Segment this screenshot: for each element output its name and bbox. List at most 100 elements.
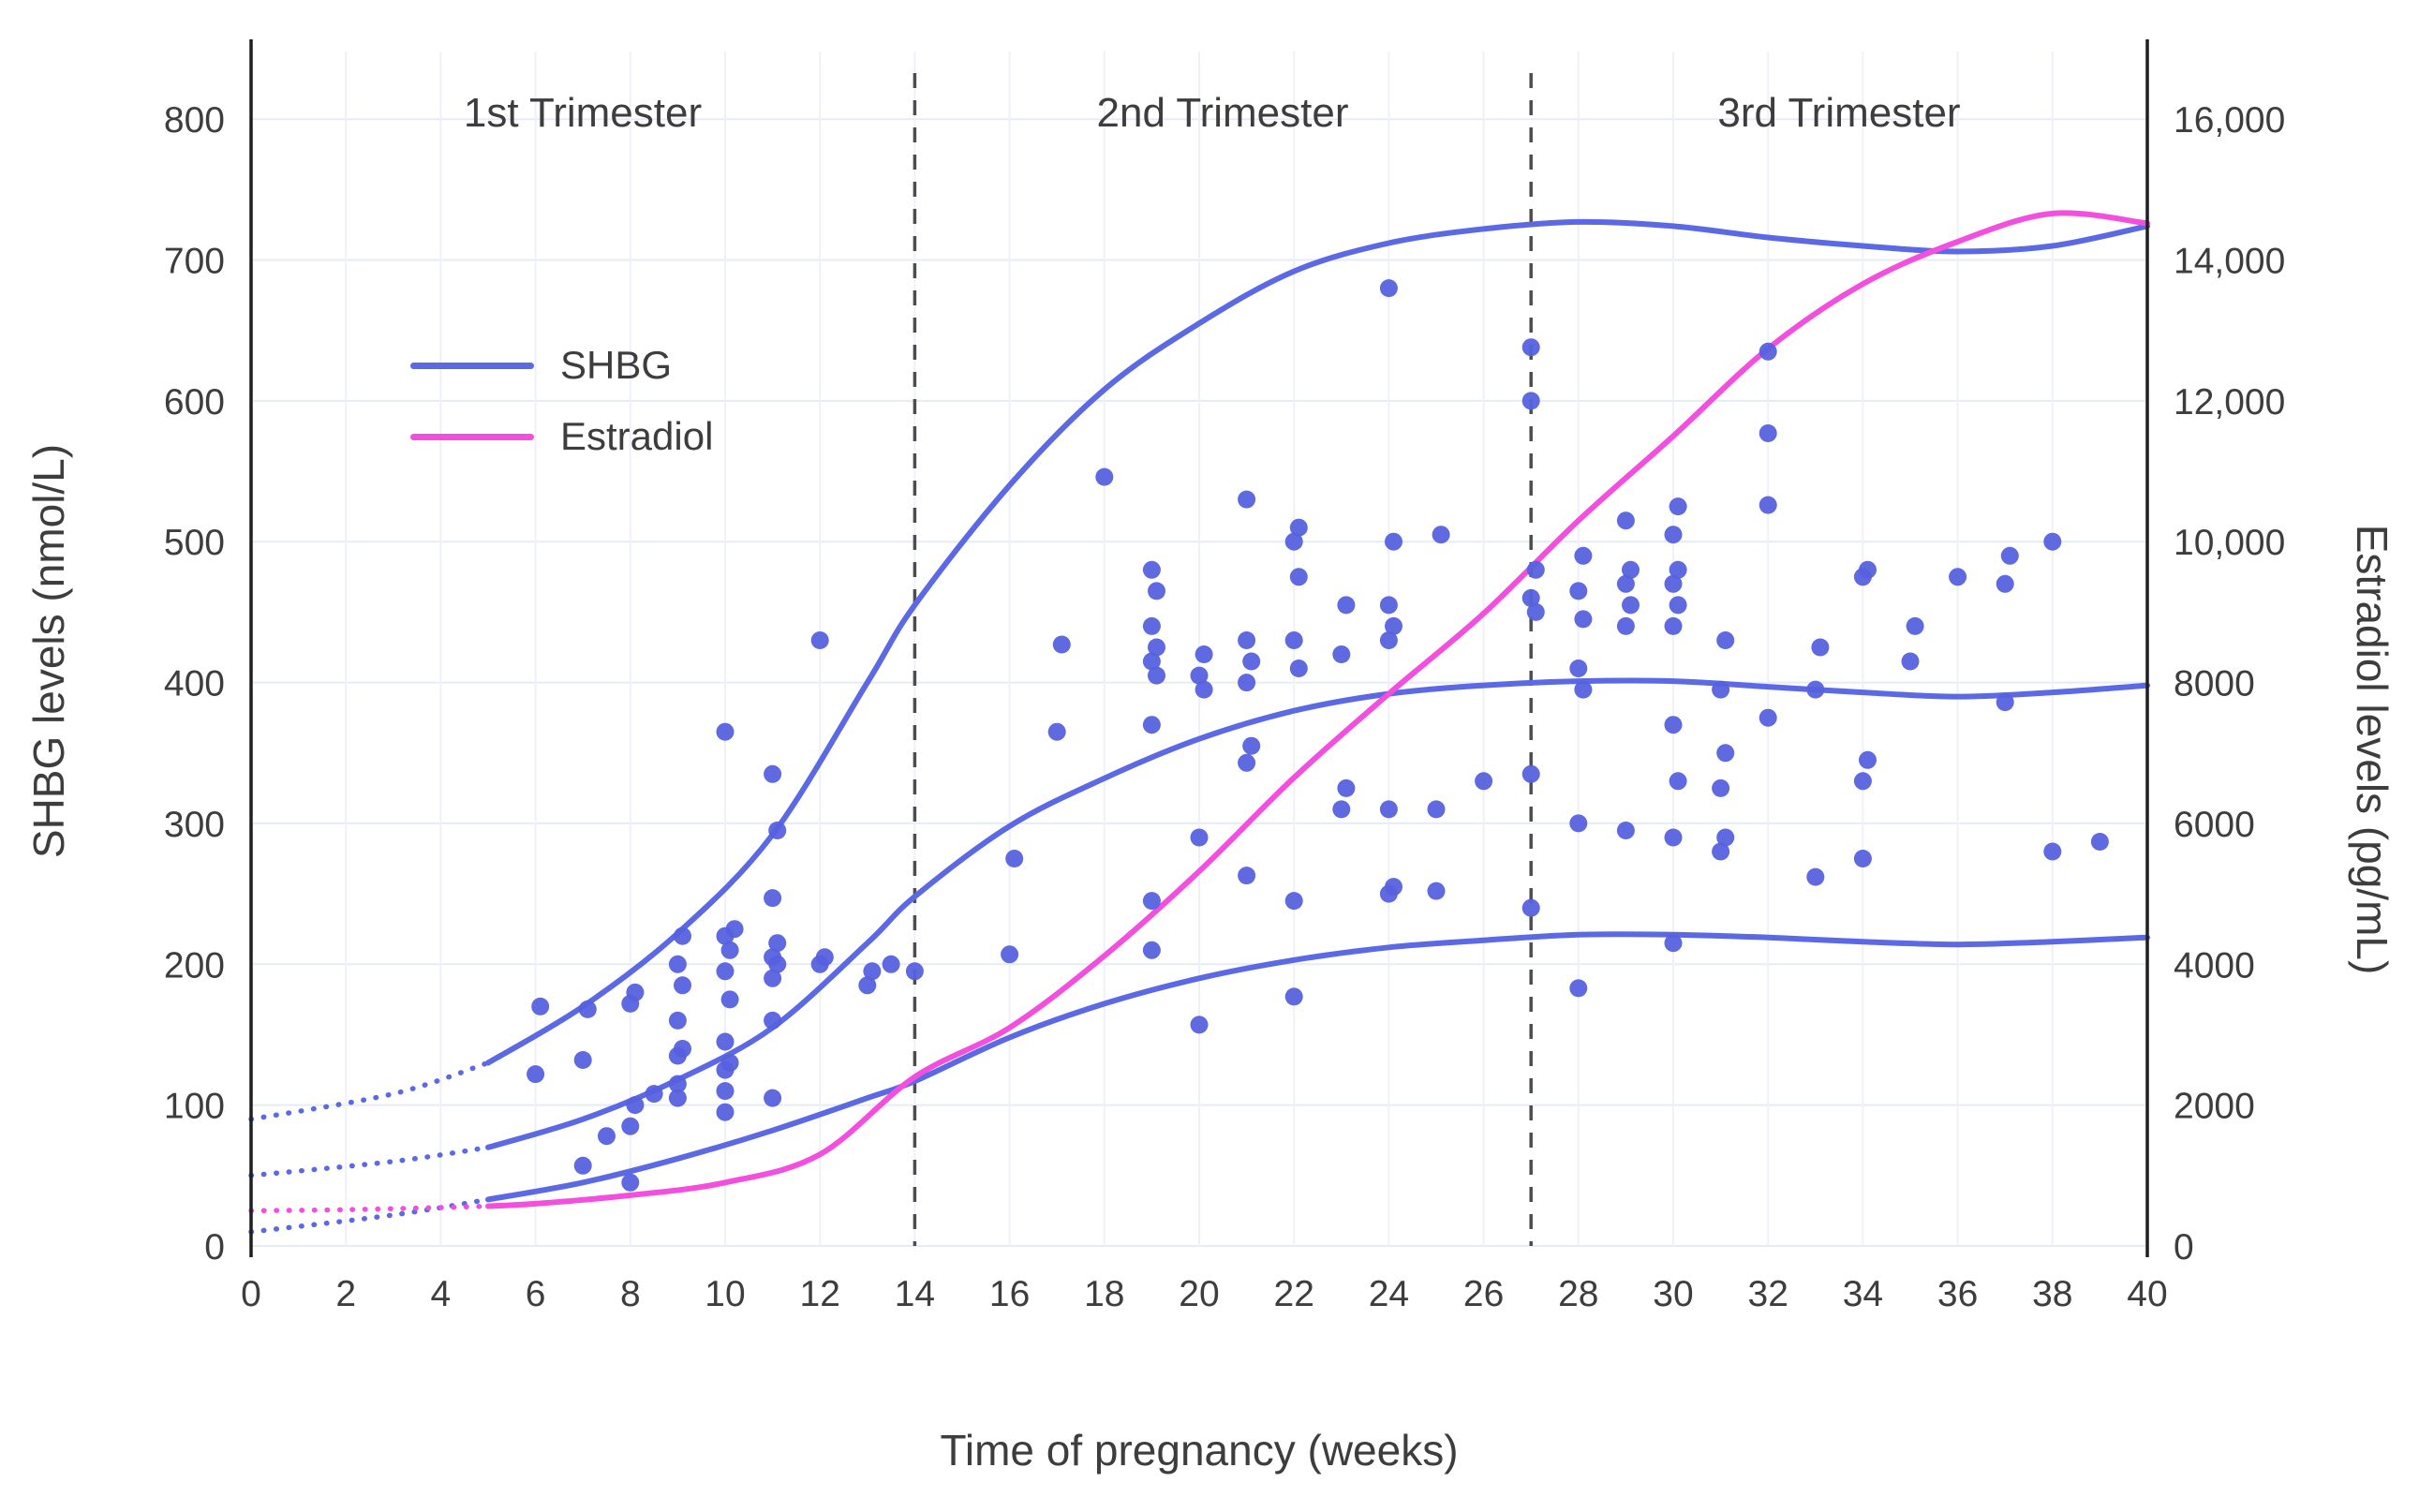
scatter-point bbox=[1669, 497, 1687, 516]
scatter-point bbox=[1616, 511, 1635, 530]
trimester-label-1: 1st Trimester bbox=[463, 90, 703, 136]
scatter-point bbox=[1385, 878, 1402, 897]
scatter-point bbox=[764, 764, 782, 783]
scatter-point bbox=[626, 983, 645, 1001]
scatter-point bbox=[1664, 934, 1683, 953]
scatter-point bbox=[720, 941, 739, 959]
scatter-point bbox=[2043, 532, 2062, 551]
scatter-point bbox=[1190, 666, 1209, 685]
x-tick-label: 32 bbox=[1748, 1274, 1788, 1314]
scatter-point bbox=[1669, 772, 1687, 791]
x-tick-label: 0 bbox=[241, 1274, 261, 1314]
scatter-point bbox=[1574, 680, 1593, 699]
shbg-median-reference-dotted-segment bbox=[248, 1145, 491, 1178]
scatter-point bbox=[1949, 568, 1967, 586]
scatter-point bbox=[1712, 778, 1730, 797]
trimester-label-3: 3rd Trimester bbox=[1717, 90, 1961, 136]
right-y-tick-label: 10,000 bbox=[2174, 523, 2285, 563]
scatter-point bbox=[1664, 526, 1683, 544]
scatter-point bbox=[1289, 568, 1308, 586]
scatter-point bbox=[1521, 588, 1540, 607]
shbg-upper-reference-dotted-segment bbox=[248, 1060, 491, 1122]
scatter-point bbox=[1284, 532, 1303, 551]
scatter-point bbox=[1238, 753, 1256, 772]
scatter-point bbox=[1521, 764, 1540, 783]
x-tick-label: 20 bbox=[1179, 1274, 1219, 1314]
scatter-point bbox=[1901, 652, 1920, 671]
x-tick-label: 24 bbox=[1369, 1274, 1409, 1314]
trimester-label-2: 2nd Trimester bbox=[1096, 90, 1349, 136]
scatter-point bbox=[1569, 660, 1588, 677]
estradiol-mean-dotted-segment bbox=[248, 1203, 491, 1214]
scatter-point bbox=[1190, 828, 1209, 847]
scatter-point bbox=[768, 934, 787, 953]
scatter-point bbox=[1379, 800, 1398, 819]
scatter-point bbox=[1574, 610, 1593, 629]
scatter-point bbox=[716, 1032, 735, 1051]
scatter-point bbox=[1475, 772, 1493, 791]
scatter-point bbox=[1142, 941, 1161, 959]
scatter-point bbox=[578, 1000, 597, 1018]
legend-label-shbg: SHBG bbox=[560, 343, 673, 387]
scatter-point bbox=[531, 997, 550, 1015]
x-tick-label: 30 bbox=[1653, 1274, 1693, 1314]
scatter-point bbox=[1569, 979, 1588, 998]
scatter-point bbox=[1521, 898, 1540, 917]
scatter-point bbox=[1284, 892, 1303, 911]
shbg-median-reference-curve bbox=[485, 677, 2150, 1150]
scatter-point bbox=[1238, 631, 1256, 649]
scatter-point bbox=[882, 955, 900, 973]
scatter-point bbox=[1142, 616, 1161, 635]
scatter-point bbox=[626, 1096, 645, 1115]
scatter-point bbox=[2000, 546, 2019, 565]
estradiol-line-swatch bbox=[410, 433, 534, 440]
x-tick-label: 8 bbox=[620, 1274, 641, 1314]
legend-item-shbg: SHBG bbox=[410, 343, 713, 388]
scatter-point bbox=[621, 1117, 640, 1135]
left-y-tick-label: 200 bbox=[164, 945, 225, 986]
scatter-point bbox=[1669, 560, 1687, 579]
scatter-point bbox=[1242, 736, 1261, 755]
scatter-point bbox=[725, 920, 744, 939]
scatter-point bbox=[1284, 987, 1303, 1006]
scatter-point bbox=[1664, 828, 1683, 847]
x-tick-label: 10 bbox=[705, 1274, 745, 1314]
scatter-point bbox=[716, 1082, 735, 1101]
scatter-point bbox=[1001, 945, 1019, 964]
left-y-tick-label: 800 bbox=[164, 100, 225, 141]
x-tick-label: 4 bbox=[431, 1274, 452, 1314]
scatter-point bbox=[1526, 560, 1545, 579]
right-y-tick-label: 14,000 bbox=[2174, 242, 2285, 282]
scatter-point bbox=[1427, 882, 1446, 900]
scatter-point bbox=[1432, 526, 1450, 544]
x-tick-label: 6 bbox=[526, 1274, 546, 1314]
scatter-point bbox=[1569, 814, 1588, 833]
shbg-lower-reference-curve bbox=[485, 931, 2150, 1203]
scatter-point bbox=[1664, 616, 1683, 635]
scatter-point bbox=[764, 1089, 782, 1107]
scatter-point bbox=[1148, 638, 1165, 657]
scatter-point bbox=[1859, 750, 1877, 769]
scatter-point bbox=[1859, 560, 1877, 579]
scatter-point bbox=[645, 1085, 663, 1104]
scatter-point bbox=[598, 1127, 616, 1146]
estradiol-mean-curve bbox=[485, 210, 2150, 1209]
scatter-point bbox=[2043, 842, 2062, 861]
scatter-point bbox=[810, 631, 829, 649]
scatter-point bbox=[1238, 490, 1256, 509]
scatter-point bbox=[1379, 596, 1398, 615]
x-tick-label: 26 bbox=[1463, 1274, 1504, 1314]
legend-label-estradiol: Estradiol bbox=[560, 414, 714, 458]
scatter-point bbox=[1759, 496, 1777, 514]
scatter-point bbox=[1047, 722, 1066, 741]
left-y-tick-label: 400 bbox=[164, 664, 225, 704]
left-y-tick-label: 100 bbox=[164, 1087, 225, 1127]
scatter-point bbox=[1379, 631, 1398, 649]
scatter-point bbox=[1616, 616, 1635, 635]
scatter-point bbox=[905, 962, 924, 981]
x-tick-label: 12 bbox=[800, 1274, 840, 1314]
right-y-axis-title: Estradiol levels (pg/mL) bbox=[2348, 524, 2397, 975]
scatter-point bbox=[668, 1089, 687, 1107]
scatter-point bbox=[1289, 660, 1308, 677]
right-y-tick-label: 4000 bbox=[2174, 945, 2255, 986]
